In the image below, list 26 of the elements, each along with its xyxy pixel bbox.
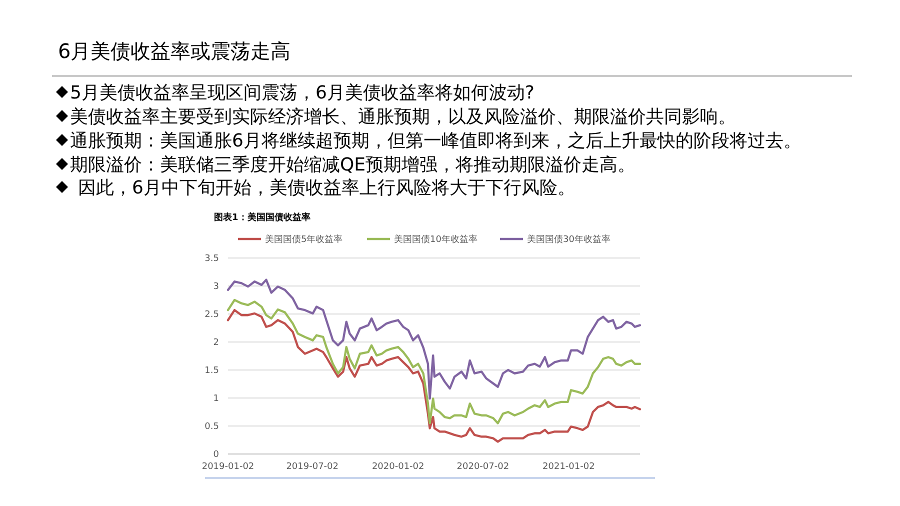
x-tick-label: 2019-07-02 [286,462,339,472]
y-tick-label: 1.5 [204,366,219,376]
text: 美债收益率主要受到实际经济增长、通胀预期，以及风险溢价、期限溢价共同影响。 [70,106,736,128]
legend-label: 美国国债30年收益率 [527,234,610,246]
text: 通胀预期：美国通胀6月将继续超预期，但第一峰值即将到来，之后上升最快的阶段将过去。 [70,130,802,152]
y-tick-label: 3 [213,282,219,292]
y-tick-label: 2.5 [204,310,219,320]
x-tick-label: 2019-01-02 [202,462,254,472]
x-tick-label: 2020-01-02 [372,462,424,472]
y-tick-label: 1 [213,394,219,404]
y-tick-label: 0 [213,450,220,460]
chart-subtitle: 图表1：美国国债收益率 [214,212,310,223]
y-tick-label: 2 [213,338,219,348]
line-series [226,308,642,443]
text: 5月美债收益率呈现区间震荡，6月美债收益率将如何波动? [70,82,534,104]
text: 期限溢价：美联储三季度开始缩减QE预期增强，将推动期限溢价走高。 [70,154,636,176]
legend-label: 美国国债5年收益率 [265,234,343,246]
y-tick-label: 3.5 [204,254,219,264]
text: 因此，6月中下旬开始，美债收益率上行风险将大于下行风险。 [78,178,576,198]
chart-title: 6月美债收益率或震荡走高 [58,39,291,63]
x-tick-label: 2021-01-02 [542,462,595,472]
y-tick-label: 0.5 [204,422,219,432]
x-tick-label: 2020-07-02 [456,462,510,472]
line-series [226,298,642,424]
line-series [226,278,642,400]
legend-label: 美国国债10年收益率 [394,234,478,246]
